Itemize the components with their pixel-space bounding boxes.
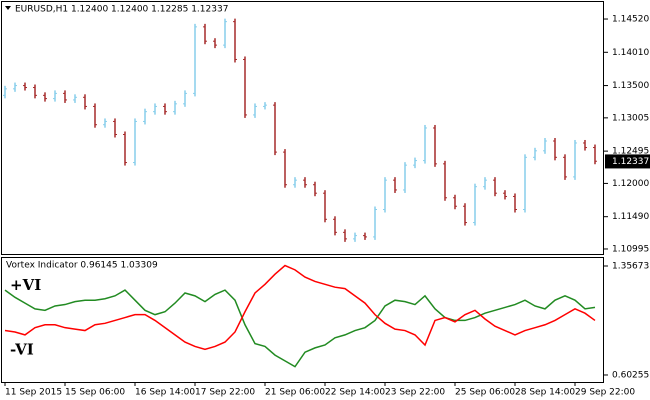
series-label: -VI xyxy=(10,341,34,359)
x-tick-label: 28 Sep 14:00 xyxy=(515,388,575,398)
price-title: EURUSD,H1 1.12400 1.12400 1.12285 1.1233… xyxy=(15,5,228,15)
y-tick-label: 1.35673 xyxy=(612,261,649,271)
indicator-title: Vortex Indicator 0.96145 1.03309 xyxy=(6,261,158,271)
x-tick-label: 23 Sep 22:00 xyxy=(385,388,445,398)
y-tick-label: 1.13500 xyxy=(612,81,649,91)
indicator-line xyxy=(4,264,596,351)
indicator-line xyxy=(4,289,596,368)
indicator-panel xyxy=(1,257,604,383)
last-price-label: 1.12337 xyxy=(612,157,649,167)
x-tick-label: 15 Sep 06:00 xyxy=(65,388,125,398)
y-tick-label: 1.14010 xyxy=(612,48,649,58)
x-tick-label: 25 Sep 06:00 xyxy=(455,388,515,398)
last-price-box xyxy=(605,154,650,169)
dropdown-icon xyxy=(5,6,11,10)
y-tick-label: 1.12000 xyxy=(612,179,649,189)
x-tick-label: 22 Sep 14:00 xyxy=(325,388,385,398)
y-tick-label: 1.13005 xyxy=(612,113,649,123)
y-tick-label: 1.12495 xyxy=(612,147,649,157)
y-tick-label: 1.14520 xyxy=(612,15,649,25)
y-tick-label: 1.11490 xyxy=(612,212,649,222)
series-label: +VI xyxy=(10,276,41,294)
x-tick-label: 29 Sep 22:00 xyxy=(575,388,635,398)
x-tick-label: 11 Sep 2015 xyxy=(5,388,62,398)
x-tick-label: 21 Sep 06:00 xyxy=(265,388,325,398)
x-tick-label: 17 Sep 22:00 xyxy=(195,388,255,398)
y-tick-label: 0.60255 xyxy=(612,370,649,380)
price-panel xyxy=(1,1,604,255)
x-tick-label: 16 Sep 14:00 xyxy=(135,388,195,398)
y-tick-label: 1.10995 xyxy=(612,244,649,254)
